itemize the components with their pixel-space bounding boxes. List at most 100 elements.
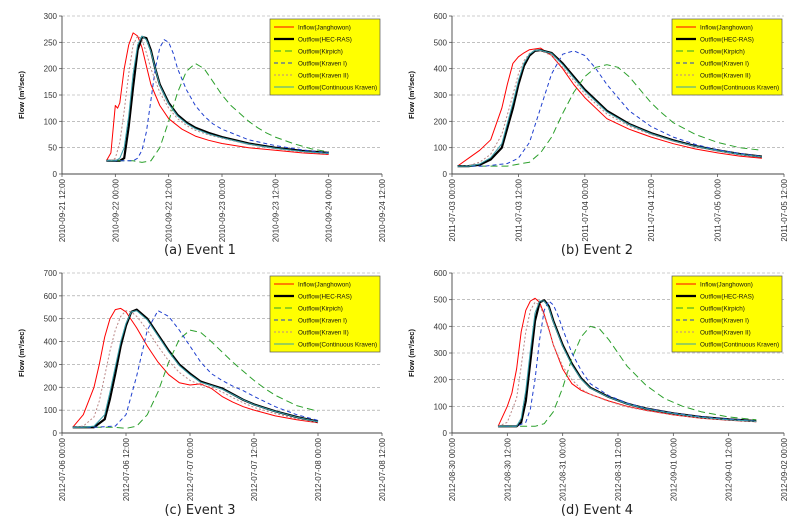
legend-entry: Outflow(HEC-RAS) [298,36,352,43]
series-line-5 [457,49,762,167]
legend-entry: Outflow(Kraven II) [298,72,349,79]
y-tick-label: 400 [434,65,448,74]
y-axis-label: Flow (m³/sec) [407,71,416,119]
series-line-4 [72,310,319,428]
series-line-6 [106,35,329,162]
caption-event-2: (b) Event 2 [561,243,633,258]
legend: Inflow(Janghowon) Outflow(HEC-RAS) Outflow… [269,18,381,96]
y-tick-label: 50 [48,144,57,153]
legend-entry: Outflow(Kraven II) [298,329,349,336]
x-tick-label: 2010-09-23 12:00 [271,178,280,242]
y-tick-label: 600 [434,12,448,21]
legend-entry: Outflow(Continuous Kraven) [298,84,377,91]
series-line-4 [457,50,762,167]
legend-entry: Outflow(Kraven I) [700,317,749,324]
y-axis-label: Flow (m³/sec) [17,329,26,377]
y-tick-label: 500 [44,315,58,324]
x-tick-label: 2010-09-24 00:00 [325,178,334,242]
x-tick-label: 2012-08-30 00:00 [448,437,457,501]
legend-entry: Outflow(Kraven I) [298,317,347,324]
x-tick-label: 2011-07-04 12:00 [647,178,656,241]
legend-entry: Outflow(Kirpich) [700,48,745,55]
y-tick-label: 700 [44,269,58,278]
x-tick-label: 2012-09-02 00:00 [780,437,789,501]
legend-entry: Outflow(Continuous Kraven) [700,84,779,91]
y-tick-label: 300 [44,12,58,21]
y-tick-label: 200 [44,383,58,392]
y-tick-label: 400 [434,322,448,331]
y-tick-label: 300 [434,349,448,358]
x-tick-label: 2012-09-01 00:00 [669,437,678,501]
panel-event-4: 0 100 200 300 400 500 600 2012-08-30 00:00 2012-… [407,269,789,501]
y-tick-label: 100 [44,117,58,126]
x-tick-label: 2012-07-06 00:00 [58,437,67,501]
y-tick-label: 0 [443,429,448,438]
legend: Inflow(Janghowon) Outflow(HEC-RAS) Outflow… [671,275,783,353]
series-line-3 [457,64,762,167]
series-line-1 [105,32,329,162]
caption-event-1: (a) Event 1 [164,243,236,258]
caption-event-4: (d) Event 4 [561,503,633,518]
x-tick-label: 2012-08-31 00:00 [559,437,568,501]
y-tick-label: 0 [443,170,448,179]
legend-entry: Outflow(Kirpich) [298,48,343,55]
legend-entry: Inflow(Janghowon) [298,281,351,288]
x-tick-label: 2011-07-03 12:00 [514,178,523,241]
x-tick-label: 2010-09-21 12:00 [58,178,67,242]
x-tick-label: 2012-08-31 12:00 [614,437,623,501]
y-tick-label: 100 [434,402,448,411]
panel-event-2: 0 100 200 300 400 500 600 2011-07-03 00:00 2011-… [407,12,789,242]
series-line-1 [72,307,319,428]
series-line-5 [497,301,757,427]
legend-entry: Inflow(Janghowon) [700,281,753,288]
y-tick-label: 600 [44,292,58,301]
x-tick-label: 2010-09-22 00:00 [111,178,120,242]
panel-event-3: 0 100 200 300 400 500 600 700 2012-07-06 00:00 20… [17,269,387,501]
y-tick-label: 0 [53,170,58,179]
y-tick-label: 100 [434,144,448,153]
x-tick-label: 2011-07-04 00:00 [581,178,590,241]
series-line-4 [106,39,329,162]
y-tick-label: 100 [44,406,58,415]
x-tick-label: 2010-09-24 12:00 [378,178,387,242]
legend-entry: Outflow(HEC-RAS) [700,293,754,300]
x-tick-label: 2011-07-05 12:00 [780,178,789,241]
x-tick-label: 2011-07-05 00:00 [714,178,723,241]
y-tick-label: 300 [434,91,448,100]
y-tick-label: 200 [44,65,58,74]
y-tick-label: 0 [53,429,58,438]
y-tick-label: 600 [434,269,448,278]
legend-entry: Outflow(Continuous Kraven) [700,341,779,348]
y-tick-label: 300 [44,360,58,369]
caption-event-3: (c) Event 3 [164,503,235,518]
series-line-5 [72,310,319,428]
legend-entry: Outflow(HEC-RAS) [298,293,352,300]
y-tick-label: 500 [434,296,448,305]
x-tick-label: 2012-07-07 12:00 [250,437,259,501]
series-line-6 [498,300,757,427]
x-tick-label: 2012-07-08 12:00 [378,437,387,501]
x-tick-label: 2012-07-07 00:00 [186,437,195,501]
legend-entry: Inflow(Janghowon) [700,24,753,31]
series-line-3 [498,325,757,427]
y-tick-label: 400 [44,338,58,347]
legend-entry: Outflow(Kirpich) [700,305,745,312]
series-line-3 [106,62,329,163]
legend-entry: Outflow(Kraven I) [700,60,749,67]
series-line-6 [457,49,762,167]
legend-entry: Outflow(HEC-RAS) [700,36,754,43]
y-tick-label: 200 [434,117,448,126]
legend-entry: Outflow(Continuous Kraven) [298,341,377,348]
x-tick-label: 2010-09-23 00:00 [218,178,227,242]
legend-entry: Outflow(Kirpich) [298,305,343,312]
series-line-6 [72,310,319,428]
legend: Inflow(Janghowon) Outflow(HEC-RAS) Outflow… [671,18,783,96]
x-tick-label: 2012-07-08 00:00 [314,437,323,501]
x-tick-label: 2012-07-06 12:00 [122,437,131,501]
x-tick-label: 2012-08-30 12:00 [503,437,512,501]
series-line-5 [106,35,329,162]
legend: Inflow(Janghowon) Outflow(HEC-RAS) Outflow… [269,275,381,353]
legend-entry: Outflow(Kraven II) [700,72,751,79]
y-tick-label: 250 [44,38,58,47]
